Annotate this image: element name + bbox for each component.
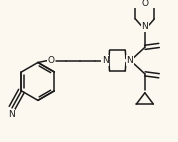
Text: N: N <box>142 22 148 31</box>
Text: N: N <box>8 110 14 119</box>
Text: N: N <box>126 56 133 65</box>
Text: N: N <box>102 56 108 65</box>
Text: O: O <box>48 56 55 65</box>
Text: O: O <box>141 0 148 8</box>
